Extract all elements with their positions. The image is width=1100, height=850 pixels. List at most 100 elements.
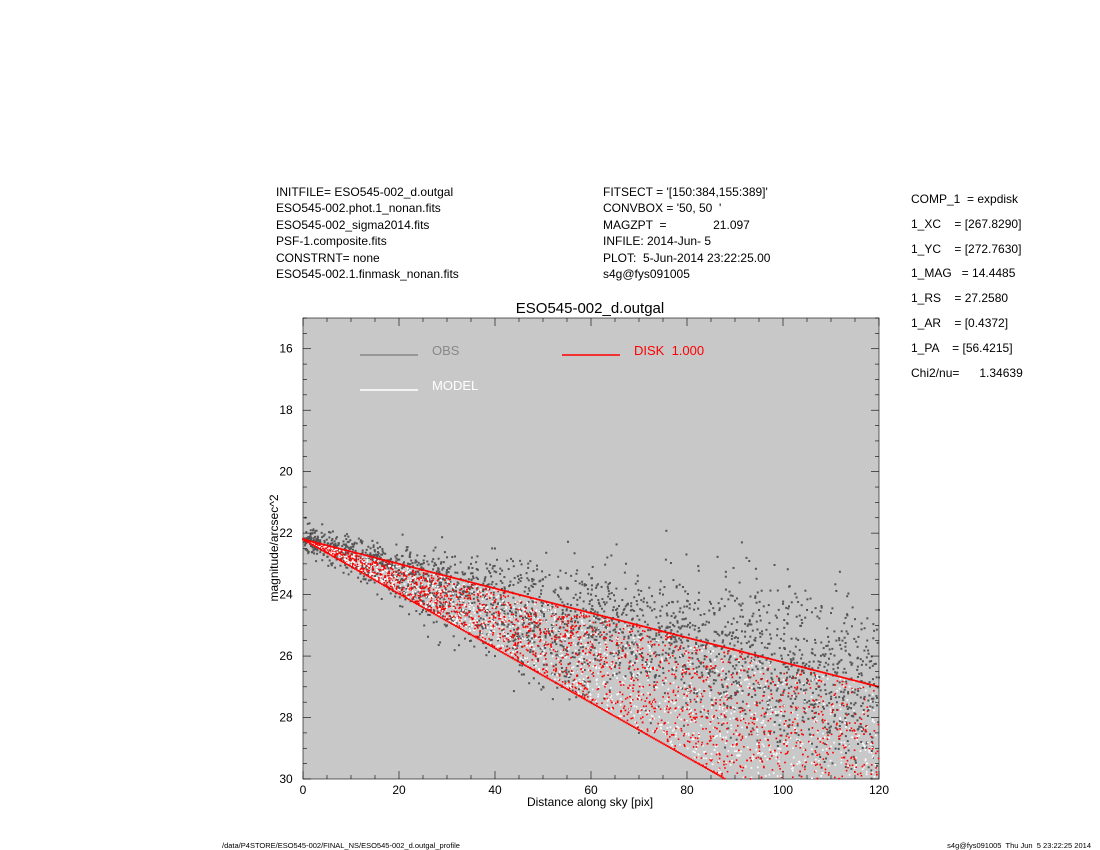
disk-model-point bbox=[432, 577, 435, 580]
model-point bbox=[480, 593, 482, 595]
model-point bbox=[509, 625, 511, 628]
model-point bbox=[410, 579, 412, 582]
obs-point bbox=[794, 697, 797, 700]
obs-point bbox=[443, 599, 446, 602]
obs-point bbox=[709, 660, 712, 663]
obs-point bbox=[343, 547, 346, 550]
obs-point bbox=[431, 592, 434, 595]
model-point bbox=[856, 735, 859, 738]
obs-point bbox=[824, 726, 827, 729]
disk-model-point bbox=[603, 617, 605, 620]
disk-model-point bbox=[841, 680, 844, 683]
disk-model-point bbox=[694, 721, 697, 723]
obs-point bbox=[539, 647, 542, 650]
obs-point bbox=[632, 643, 635, 646]
obs-point bbox=[618, 605, 621, 608]
obs-point bbox=[812, 704, 815, 707]
disk-model-point bbox=[749, 748, 752, 751]
obs-point bbox=[437, 577, 440, 580]
disk-model-point bbox=[371, 574, 373, 577]
obs-point bbox=[748, 623, 751, 626]
model-point bbox=[810, 696, 813, 698]
model-point bbox=[473, 629, 475, 632]
obs-point bbox=[531, 629, 534, 632]
obs-point bbox=[551, 627, 554, 630]
model-point bbox=[830, 745, 832, 748]
obs-point bbox=[553, 591, 556, 594]
disk-model-point bbox=[669, 682, 672, 685]
model-point bbox=[661, 657, 663, 659]
disk-model-point bbox=[457, 617, 460, 619]
obs-point bbox=[533, 624, 536, 627]
model-point bbox=[853, 709, 855, 712]
disk-model-point bbox=[488, 588, 490, 591]
obs-point bbox=[811, 691, 814, 694]
model-point bbox=[554, 617, 556, 620]
model-point bbox=[362, 563, 365, 566]
obs-point bbox=[538, 595, 541, 598]
obs-point bbox=[770, 689, 773, 692]
obs-point bbox=[491, 567, 494, 570]
model-point bbox=[457, 594, 459, 596]
obs-point bbox=[657, 622, 660, 625]
model-point bbox=[582, 669, 584, 671]
disk-model-point bbox=[419, 587, 422, 590]
disk-model-point bbox=[651, 644, 654, 646]
obs-point bbox=[443, 623, 446, 626]
disk-model-point bbox=[690, 677, 693, 679]
obs-point bbox=[807, 717, 810, 720]
obs-point bbox=[607, 590, 610, 593]
obs-point bbox=[872, 697, 875, 700]
obs-point bbox=[713, 613, 716, 616]
obs-point bbox=[400, 579, 403, 582]
disk-model-point bbox=[705, 666, 707, 669]
disk-model-point bbox=[709, 739, 712, 742]
model-point bbox=[707, 681, 710, 683]
disk-model-point bbox=[421, 579, 424, 582]
disk-model-point bbox=[546, 674, 549, 677]
disk-model-point bbox=[761, 726, 764, 729]
disk-model-point bbox=[581, 614, 583, 617]
obs-point bbox=[538, 635, 541, 638]
disk-model-point bbox=[357, 558, 360, 561]
obs-point bbox=[699, 661, 702, 664]
obs-point bbox=[810, 679, 813, 682]
obs-point bbox=[857, 742, 860, 745]
model-point bbox=[872, 754, 875, 757]
model-point bbox=[476, 619, 479, 622]
obs-point bbox=[711, 670, 714, 673]
disk-model-point bbox=[766, 680, 769, 683]
obs-point bbox=[686, 667, 689, 670]
obs-point bbox=[582, 612, 585, 615]
obs-point bbox=[448, 601, 451, 604]
disk-model-point bbox=[652, 717, 654, 720]
obs-point bbox=[792, 658, 795, 661]
obs-point bbox=[501, 623, 504, 626]
obs-point bbox=[782, 639, 785, 642]
obs-point bbox=[440, 561, 443, 564]
obs-point bbox=[679, 627, 682, 630]
obs-point bbox=[755, 702, 758, 705]
obs-point bbox=[641, 609, 644, 612]
disk-model-point bbox=[587, 696, 589, 698]
model-point bbox=[570, 671, 573, 674]
obs-point bbox=[539, 610, 542, 613]
obs-point bbox=[381, 563, 384, 566]
fit-param-line: 1_PA = [56.4215] bbox=[911, 340, 1013, 355]
obs-point bbox=[568, 676, 571, 679]
disk-model-point bbox=[652, 668, 654, 670]
obs-point bbox=[533, 641, 536, 644]
model-point bbox=[381, 579, 383, 582]
obs-point bbox=[553, 673, 556, 676]
obs-point bbox=[446, 556, 449, 559]
obs-point bbox=[389, 592, 392, 595]
obs-point bbox=[838, 724, 841, 727]
model-point bbox=[828, 737, 830, 739]
obs-point bbox=[827, 640, 830, 643]
model-point bbox=[656, 706, 658, 709]
obs-point bbox=[566, 587, 569, 590]
disk-model-point bbox=[686, 708, 688, 711]
disk-model-point bbox=[589, 661, 591, 664]
model-point bbox=[848, 745, 850, 747]
obs-point bbox=[395, 566, 398, 569]
